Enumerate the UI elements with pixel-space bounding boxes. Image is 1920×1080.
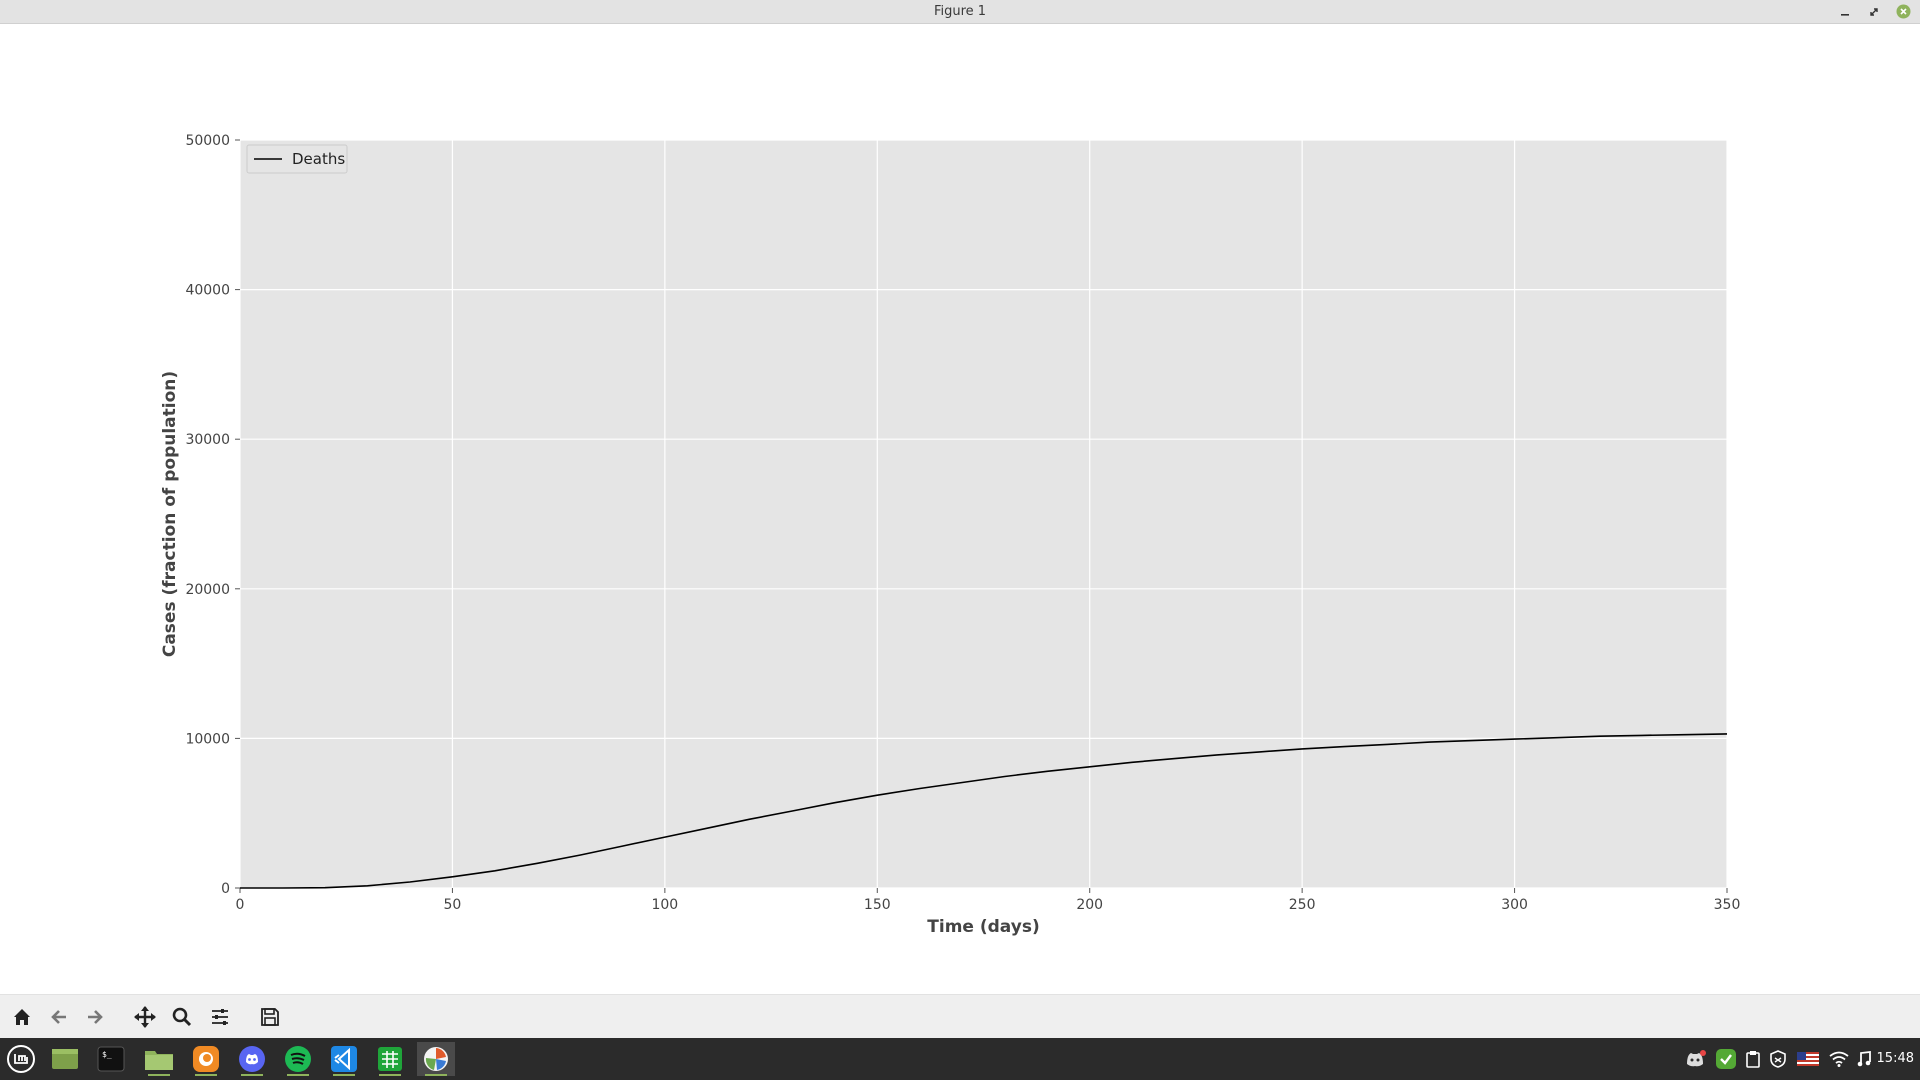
navigation-toolbar [0,994,1920,1039]
clock[interactable]: 15:48 [1876,1051,1914,1066]
chart: 0 50 100 150 200 250 300 350 0 10000 20000 30000 400… [160,133,1741,937]
discord-tray-icon[interactable] [1683,1038,1707,1080]
svg-text:$_: $_ [102,1050,112,1059]
legend-box [246,144,348,174]
show-desktop-icon[interactable] [46,1042,84,1076]
y-axis-label: Cases (fraction of population) [160,371,180,657]
y-tick-label: 0 [221,881,230,897]
save-icon[interactable] [256,1003,284,1031]
back-icon[interactable] [45,1003,73,1031]
x-tick-label: 0 [236,897,245,913]
x-tick-label: 200 [1076,897,1103,913]
vscode-icon[interactable] [325,1042,363,1076]
x-tick-label: 150 [864,897,891,913]
pan-icon[interactable] [131,1003,159,1031]
x-tick-label: 250 [1289,897,1316,913]
minimize-icon[interactable] [1837,4,1852,19]
firefox-icon[interactable] [187,1042,225,1076]
window-titlebar[interactable]: Figure 1 [0,0,1920,24]
x-tick-label: 300 [1501,897,1528,913]
close-icon[interactable] [1896,4,1911,19]
wifi-icon[interactable] [1828,1038,1850,1080]
spotify-icon[interactable] [279,1042,317,1076]
window-title: Figure 1 [933,4,987,19]
x-axis-label: Time (days) [927,917,1039,937]
figure-app-icon[interactable] [417,1042,455,1076]
y-tick-label: 50000 [185,133,230,149]
x-tick-label: 100 [651,897,678,913]
y-tick-label: 10000 [185,731,230,747]
configure-icon[interactable] [206,1003,234,1031]
us-flag-icon[interactable] [1796,1038,1820,1080]
update-check-icon[interactable] [1714,1038,1738,1080]
discord-icon[interactable] [233,1042,271,1076]
figure-canvas[interactable]: 0 50 100 150 200 250 300 350 0 10000 20000 30000 400… [0,24,1920,994]
spreadsheet-icon[interactable] [371,1042,409,1076]
mint-menu-icon[interactable] [2,1042,40,1076]
plot-area [240,140,1727,888]
clipboard-icon[interactable] [1744,1038,1762,1080]
files-icon[interactable] [140,1042,178,1076]
terminal-icon[interactable]: $_ [92,1042,130,1076]
home-icon[interactable] [8,1003,36,1031]
taskbar: $_ [0,1038,1920,1080]
y-tick-label: 30000 [185,432,230,448]
shield-icon[interactable] [1768,1038,1788,1080]
legend-label: Deaths [292,150,345,168]
x-tick-label: 350 [1714,897,1741,913]
forward-icon[interactable] [81,1003,109,1031]
music-note-icon[interactable] [1854,1038,1874,1080]
restore-icon[interactable] [1866,4,1881,19]
series-line-deaths [240,733,1728,889]
x-tick-label: 50 [444,897,462,913]
y-tick-label: 40000 [185,283,230,299]
zoom-icon[interactable] [168,1003,196,1031]
y-tick-label: 20000 [185,582,230,598]
